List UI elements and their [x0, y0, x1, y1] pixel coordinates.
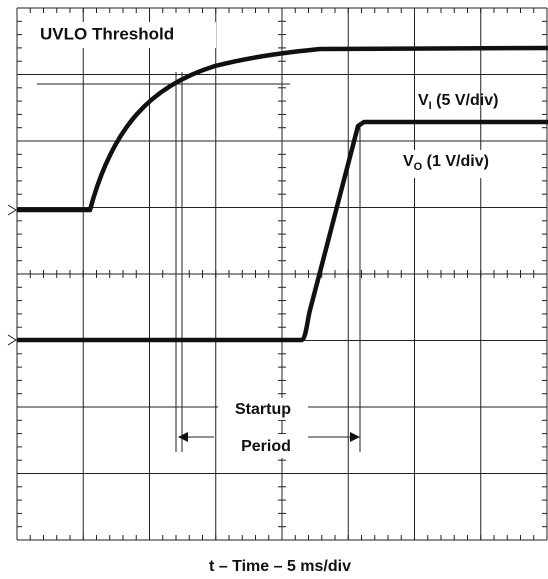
x-axis-label: t – Time – 5 ms/div	[209, 558, 351, 575]
startup-markers	[175, 72, 361, 452]
label-bg	[218, 434, 308, 458]
label-bg	[400, 150, 528, 178]
vi-label: VI (5 V/div)	[418, 92, 498, 112]
vo-rest: (1 V/div)	[422, 153, 489, 170]
startup-label: Startup	[235, 401, 291, 418]
arrow-head-left	[178, 432, 188, 442]
vo-main: V	[403, 153, 414, 170]
graticule	[16, 7, 548, 541]
channel-markers	[7, 204, 17, 346]
label-bg	[218, 398, 308, 420]
vi-rest: (5 V/div)	[432, 92, 499, 109]
vo-label: VO (1 V/div)	[403, 153, 489, 173]
uvlo-label: UVLO Threshold	[40, 24, 174, 43]
vi-sub: I	[429, 100, 432, 112]
vi-main: V	[418, 92, 429, 109]
arrow-head-right	[350, 432, 360, 442]
vo-trace	[17, 119, 548, 343]
vo-sub: O	[414, 161, 423, 173]
period-label: Period	[241, 438, 291, 455]
label-bg	[36, 22, 216, 48]
vi-trace	[17, 45, 548, 213]
